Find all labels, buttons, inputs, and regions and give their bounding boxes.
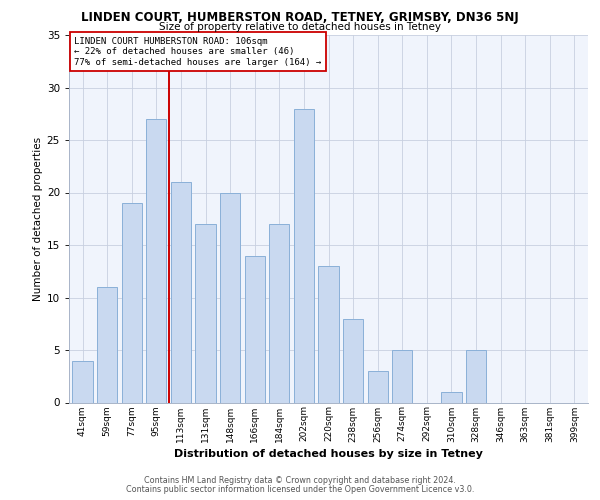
Bar: [196, 224, 215, 402]
X-axis label: Distribution of detached houses by size in Tetney: Distribution of detached houses by size …: [174, 448, 483, 458]
Text: Size of property relative to detached houses in Tetney: Size of property relative to detached ho…: [159, 22, 441, 32]
Bar: [245, 256, 265, 402]
Bar: [319, 266, 338, 402]
Text: LINDEN COURT, HUMBERSTON ROAD, TETNEY, GRIMSBY, DN36 5NJ: LINDEN COURT, HUMBERSTON ROAD, TETNEY, G…: [81, 11, 519, 24]
Bar: [220, 192, 240, 402]
Text: Contains public sector information licensed under the Open Government Licence v3: Contains public sector information licen…: [126, 485, 474, 494]
Bar: [442, 392, 461, 402]
Bar: [343, 318, 363, 402]
Bar: [171, 182, 191, 402]
Bar: [146, 119, 166, 403]
Bar: [368, 371, 388, 402]
Bar: [122, 203, 142, 402]
Bar: [97, 287, 117, 403]
Bar: [392, 350, 412, 403]
Bar: [294, 108, 314, 403]
Text: LINDEN COURT HUMBERSTON ROAD: 106sqm
← 22% of detached houses are smaller (46)
7: LINDEN COURT HUMBERSTON ROAD: 106sqm ← 2…: [74, 37, 322, 66]
Bar: [269, 224, 289, 402]
Y-axis label: Number of detached properties: Number of detached properties: [32, 136, 43, 301]
Bar: [466, 350, 486, 403]
Text: Contains HM Land Registry data © Crown copyright and database right 2024.: Contains HM Land Registry data © Crown c…: [144, 476, 456, 485]
Bar: [73, 360, 92, 403]
